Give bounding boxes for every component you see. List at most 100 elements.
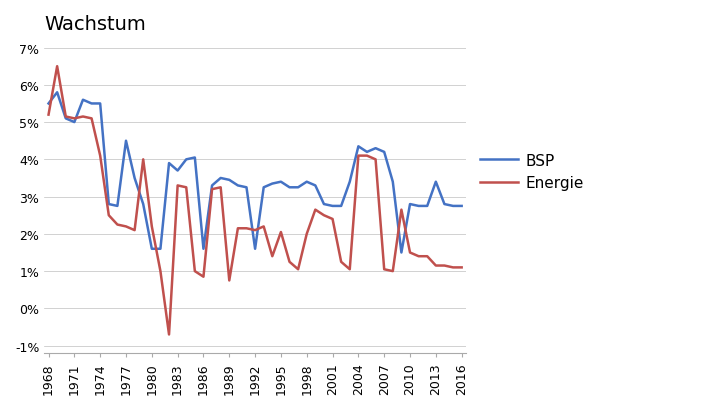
BSP [182, 157, 190, 162]
BSP [199, 247, 208, 252]
BSP [87, 102, 96, 107]
BSP [216, 176, 225, 181]
Energie [268, 254, 276, 259]
Energie [423, 254, 432, 259]
Energie [372, 157, 380, 162]
Energie [130, 228, 139, 233]
BSP [380, 150, 389, 155]
BSP [389, 180, 397, 185]
Energie [79, 115, 87, 120]
Legend: BSP, Energie: BSP, Energie [473, 147, 590, 197]
BSP [302, 180, 311, 185]
Energie [294, 267, 302, 272]
Energie [389, 269, 397, 274]
BSP [190, 156, 199, 161]
Energie [302, 232, 311, 237]
Line: Energie: Energie [49, 67, 462, 335]
Energie [449, 265, 458, 270]
Line: BSP: BSP [49, 93, 462, 253]
BSP [406, 202, 415, 207]
Energie [96, 154, 105, 159]
BSP [397, 250, 406, 255]
BSP [354, 144, 363, 149]
Energie [62, 115, 70, 120]
Energie [44, 113, 53, 118]
Energie [156, 269, 165, 274]
Energie [147, 225, 156, 229]
BSP [233, 184, 242, 189]
BSP [139, 202, 147, 207]
BSP [79, 98, 87, 103]
Energie [53, 65, 62, 70]
Energie [440, 263, 449, 268]
BSP [113, 204, 122, 209]
BSP [44, 102, 53, 107]
Energie [173, 184, 182, 189]
BSP [251, 247, 259, 252]
Energie [328, 217, 337, 222]
BSP [276, 180, 285, 185]
Energie [122, 225, 130, 229]
BSP [294, 185, 302, 190]
BSP [165, 161, 173, 166]
BSP [285, 185, 294, 190]
Energie [216, 185, 225, 190]
BSP [337, 204, 345, 209]
Energie [432, 263, 440, 268]
BSP [130, 176, 139, 181]
Energie [242, 226, 251, 231]
Energie [363, 154, 372, 159]
BSP [415, 204, 423, 209]
BSP [62, 117, 70, 121]
Energie [259, 225, 268, 229]
BSP [432, 180, 440, 185]
BSP [372, 146, 380, 151]
Energie [345, 267, 354, 272]
Energie [380, 267, 389, 272]
Energie [458, 265, 466, 270]
BSP [70, 120, 79, 125]
BSP [208, 184, 216, 189]
BSP [458, 204, 466, 209]
Energie [105, 213, 113, 218]
Energie [199, 274, 208, 279]
BSP [268, 182, 276, 187]
BSP [105, 202, 113, 207]
BSP [345, 180, 354, 185]
Energie [208, 187, 216, 192]
BSP [242, 185, 251, 190]
Energie [406, 250, 415, 255]
Energie [139, 157, 147, 162]
Energie [337, 260, 345, 265]
Energie [190, 269, 199, 274]
BSP [173, 169, 182, 173]
Energie [70, 117, 79, 121]
Energie [311, 208, 319, 213]
BSP [225, 178, 233, 183]
Energie [225, 278, 233, 283]
BSP [147, 247, 156, 252]
Energie [113, 222, 122, 227]
BSP [449, 204, 458, 209]
Energie [415, 254, 423, 259]
BSP [259, 185, 268, 190]
BSP [122, 139, 130, 144]
Energie [285, 260, 294, 265]
BSP [363, 150, 372, 155]
BSP [440, 202, 449, 207]
BSP [328, 204, 337, 209]
BSP [156, 247, 165, 252]
Energie [251, 228, 259, 233]
BSP [423, 204, 432, 209]
BSP [319, 202, 328, 207]
Energie [182, 185, 190, 190]
Energie [397, 208, 406, 213]
BSP [96, 102, 105, 107]
Energie [87, 117, 96, 121]
Energie [233, 226, 242, 231]
BSP [53, 91, 62, 96]
Energie [354, 154, 363, 159]
Text: Wachstum: Wachstum [44, 15, 146, 34]
Energie [319, 213, 328, 218]
BSP [311, 184, 319, 189]
